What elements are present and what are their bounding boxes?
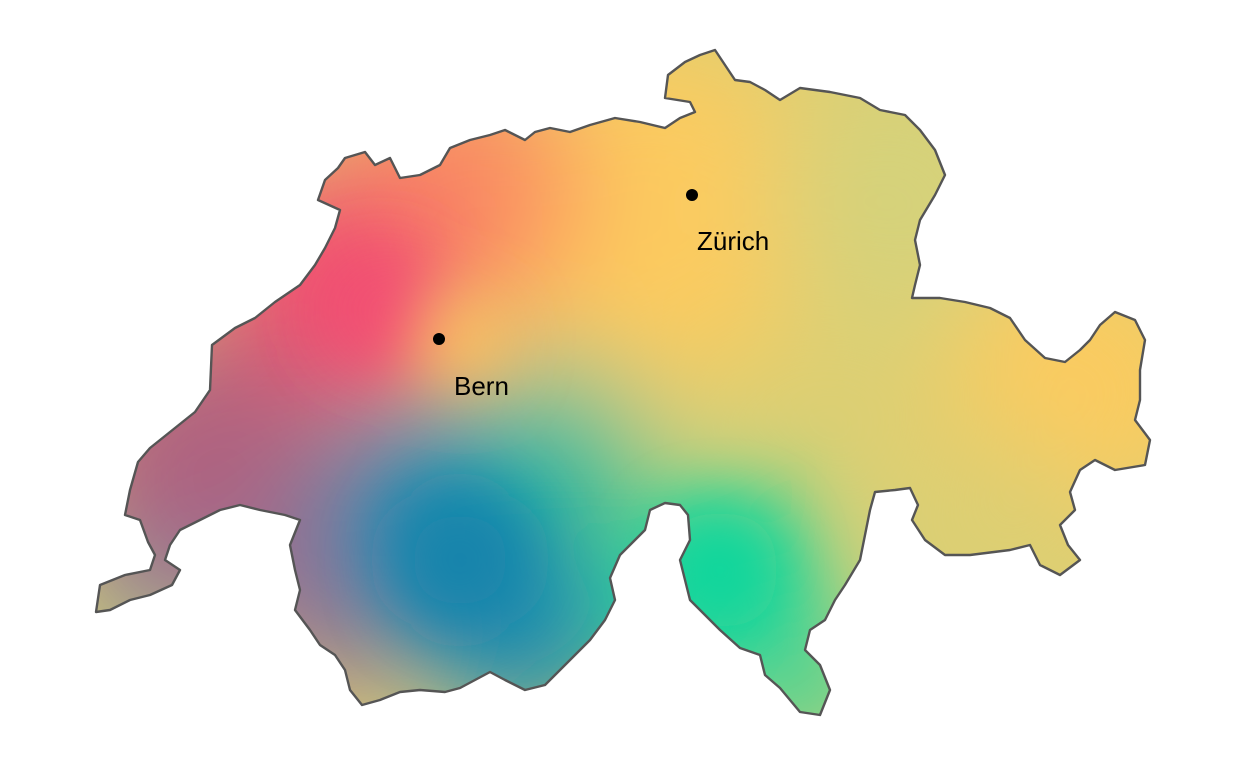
city-label-bern: Bern — [454, 371, 509, 401]
city-dot — [433, 333, 445, 345]
city-label-zurich: Zürich — [697, 226, 769, 256]
city-marker-bern: Bern — [433, 333, 509, 401]
city-marker-zurich: Zürich — [686, 189, 769, 256]
city-dot — [686, 189, 698, 201]
